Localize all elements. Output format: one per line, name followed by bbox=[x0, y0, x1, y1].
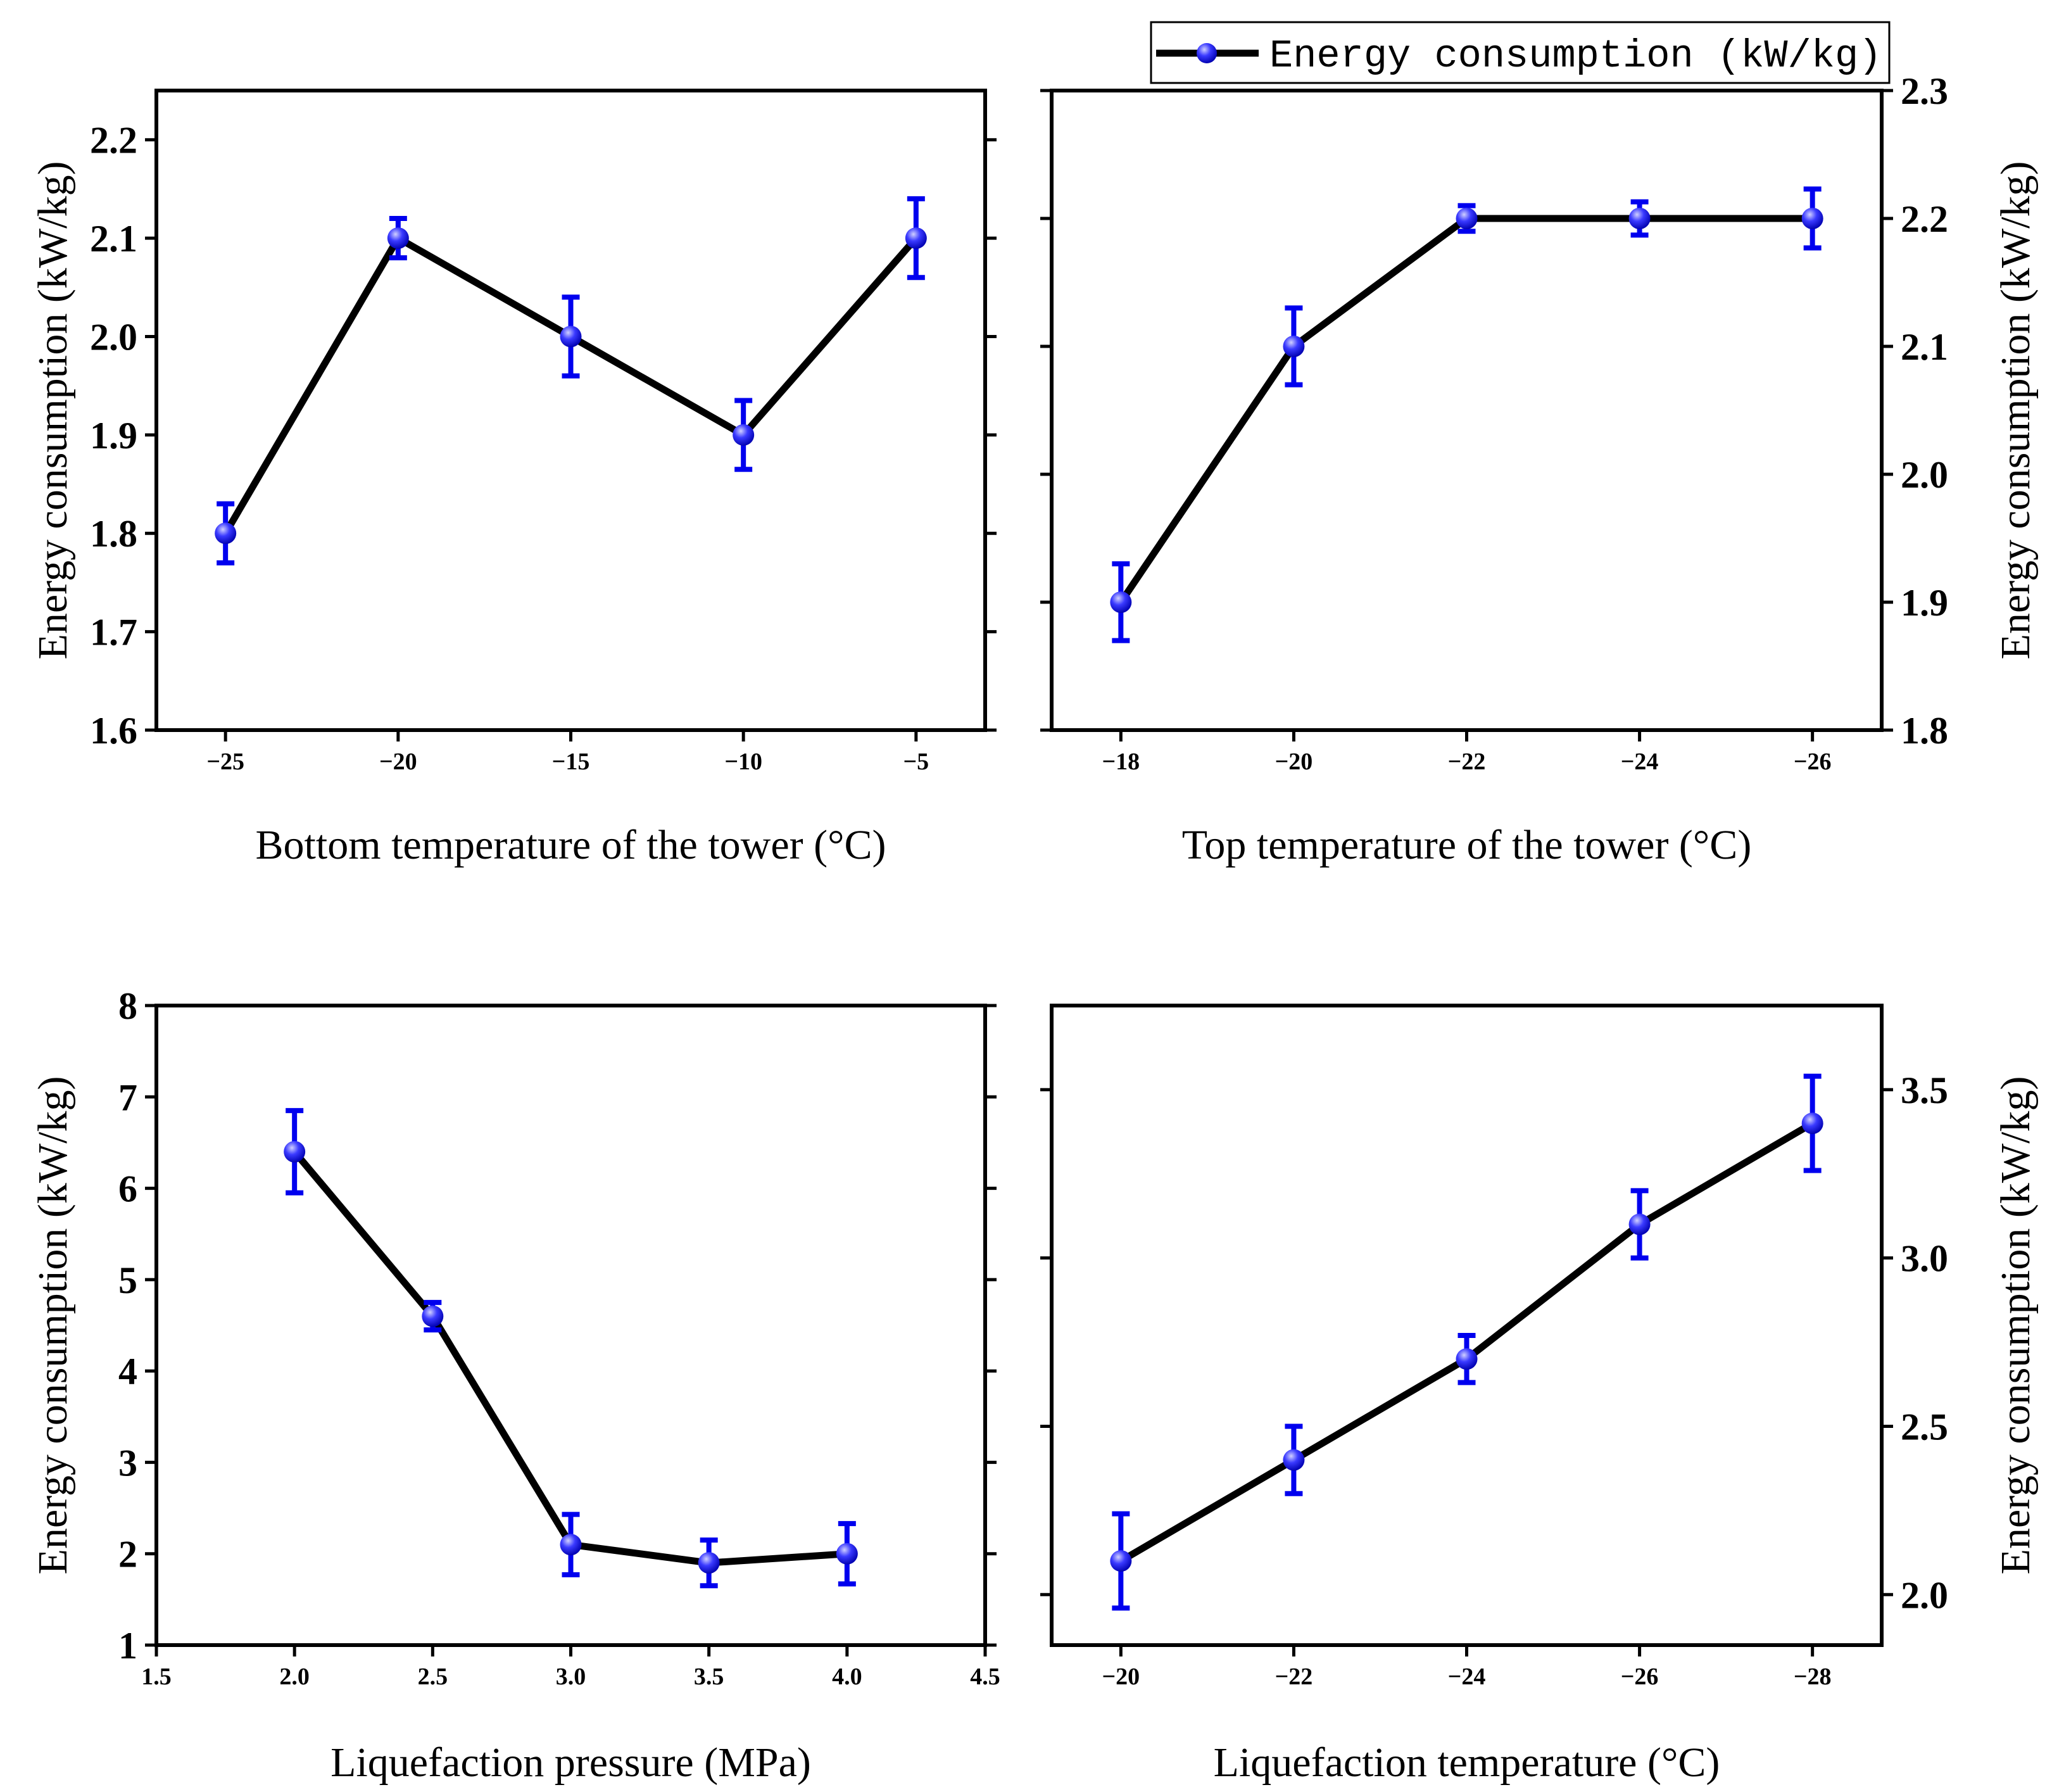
y-tick-label: 1 bbox=[118, 1625, 137, 1667]
y-tick-label: 2.2 bbox=[1901, 198, 1948, 240]
y-tick-label: 1.9 bbox=[1901, 582, 1948, 624]
y-axis-title: Energy consumption (kW/kg) bbox=[30, 161, 76, 660]
y-tick-label: 2.0 bbox=[1901, 1574, 1948, 1616]
y-axis-title: Energy consumption (kW/kg) bbox=[30, 1076, 76, 1575]
x-tick-label: 3.0 bbox=[556, 1663, 586, 1690]
x-tick-label: −20 bbox=[379, 748, 417, 775]
plot-frame bbox=[154, 89, 987, 732]
y-tick-label: 3.5 bbox=[1901, 1070, 1948, 1111]
data-point bbox=[1801, 208, 1823, 229]
data-point bbox=[698, 1552, 720, 1574]
data-point bbox=[1628, 1213, 1651, 1235]
x-tick-label: −20 bbox=[1275, 748, 1313, 775]
legend-marker bbox=[1197, 43, 1217, 63]
data-point bbox=[1283, 1449, 1305, 1471]
y-tick-label: 7 bbox=[118, 1076, 137, 1118]
data-point bbox=[905, 227, 927, 249]
x-tick-label: −26 bbox=[1794, 748, 1832, 775]
plot-frame bbox=[1050, 89, 1884, 732]
data-point bbox=[215, 522, 237, 545]
data-point bbox=[422, 1305, 444, 1327]
y-tick-label: 3 bbox=[118, 1442, 137, 1484]
y-tick-label: 2.1 bbox=[1901, 326, 1948, 368]
series-line bbox=[291, 1149, 848, 1567]
data-point bbox=[733, 424, 755, 446]
y-tick-label: 2.0 bbox=[1901, 454, 1948, 496]
x-tick-label: −10 bbox=[724, 748, 762, 775]
data-point bbox=[1801, 1113, 1823, 1135]
x-axis-title: Bottom temperature of the tower (°C) bbox=[256, 822, 886, 868]
y-tick-label: 3.0 bbox=[1901, 1238, 1948, 1280]
x-tick-label: −22 bbox=[1448, 748, 1486, 775]
data-point bbox=[387, 227, 409, 249]
data-point bbox=[1110, 591, 1132, 613]
data-point bbox=[560, 1534, 582, 1556]
y-tick-label: 1.9 bbox=[90, 415, 137, 457]
x-tick-label: 4.0 bbox=[832, 1663, 862, 1690]
y-tick-label: 5 bbox=[118, 1259, 137, 1301]
x-tick-label: −25 bbox=[206, 748, 244, 775]
chart-panel-top-right: −18 −20 −22 −24 −26 1.8 1.9 2.0 2.1 2.2 2.3 Top tem… bbox=[1040, 70, 2039, 868]
panels: −25 −20 −15 −10 −5 1.6 1.7 1.8 1.9 2.0 2.1 2.2 Botto… bbox=[30, 70, 2039, 1786]
chart-panel-bottom-right: −20 −22 −24 −26 −28 2.0 2.5 3.0 3.5 Liquefaction … bbox=[1040, 1004, 2039, 1786]
x-tick-label: −20 bbox=[1102, 1663, 1140, 1690]
data-point bbox=[836, 1543, 858, 1565]
x-tick-label: 3.5 bbox=[694, 1663, 724, 1690]
x-tick-label: −5 bbox=[903, 748, 929, 775]
x-tick-label: −15 bbox=[552, 748, 590, 775]
plot-frame bbox=[1050, 1004, 1884, 1647]
x-tick-label: −28 bbox=[1794, 1663, 1832, 1690]
y-tick-label: 4 bbox=[118, 1351, 137, 1392]
data-point bbox=[284, 1140, 306, 1163]
data-point bbox=[1628, 208, 1651, 229]
data-point bbox=[1110, 1550, 1132, 1572]
data-point bbox=[1283, 336, 1305, 357]
y-tick-label: 6 bbox=[118, 1168, 137, 1210]
y-tick-label: 2.3 bbox=[1901, 70, 1948, 112]
chart-panel-bottom-left: 1.5 2.0 2.5 3.0 3.5 4.0 4.5 1 2 3 4 5 6 7 8 Liquefactio… bbox=[30, 985, 1000, 1786]
x-tick-label: 2.5 bbox=[418, 1663, 448, 1690]
data-point bbox=[560, 325, 582, 348]
x-tick-label: −24 bbox=[1621, 748, 1659, 775]
y-tick-label: 2.0 bbox=[90, 316, 137, 358]
y-tick-label: 1.8 bbox=[90, 513, 137, 555]
y-tick-label: 1.6 bbox=[90, 710, 137, 752]
x-axis-title: Liquefaction pressure (MPa) bbox=[330, 1739, 811, 1786]
chart-panel-top-left: −25 −20 −15 −10 −5 1.6 1.7 1.8 1.9 2.0 2.1 2.2 Botto… bbox=[30, 89, 997, 868]
y-tick-label: 8 bbox=[118, 985, 137, 1027]
data-point bbox=[1456, 208, 1478, 229]
x-tick-label: −24 bbox=[1448, 1663, 1486, 1690]
x-axis-title: Top temperature of the tower (°C) bbox=[1182, 822, 1752, 868]
x-tick-label: 1.5 bbox=[141, 1663, 172, 1690]
y-axis-title: Energy consumption (kW/kg) bbox=[1992, 1076, 2039, 1575]
series-line bbox=[222, 234, 919, 536]
data-point bbox=[1456, 1348, 1478, 1370]
x-axis-title: Liquefaction temperature (°C) bbox=[1214, 1739, 1720, 1786]
legend-label: Energy consumption (kW/kg) bbox=[1269, 34, 1882, 79]
x-tick-label: −18 bbox=[1102, 748, 1140, 775]
y-axis-title: Energy consumption (kW/kg) bbox=[1992, 161, 2039, 660]
x-tick-label: −22 bbox=[1275, 1663, 1313, 1690]
legend: Energy consumption (kW/kg) bbox=[1150, 21, 1891, 84]
y-tick-label: 2.5 bbox=[1901, 1406, 1948, 1448]
y-tick-label: 2 bbox=[118, 1534, 137, 1575]
x-tick-label: 2.0 bbox=[279, 1663, 310, 1690]
legend-box bbox=[1150, 21, 1891, 84]
y-tick-label: 1.8 bbox=[1901, 710, 1948, 752]
x-tick-label: 4.5 bbox=[970, 1663, 1000, 1690]
y-tick-label: 2.2 bbox=[90, 120, 137, 161]
y-tick-label: 2.1 bbox=[90, 218, 137, 260]
x-tick-label: −26 bbox=[1621, 1663, 1659, 1690]
series-line bbox=[1117, 215, 1813, 605]
y-tick-label: 1.7 bbox=[90, 612, 137, 653]
